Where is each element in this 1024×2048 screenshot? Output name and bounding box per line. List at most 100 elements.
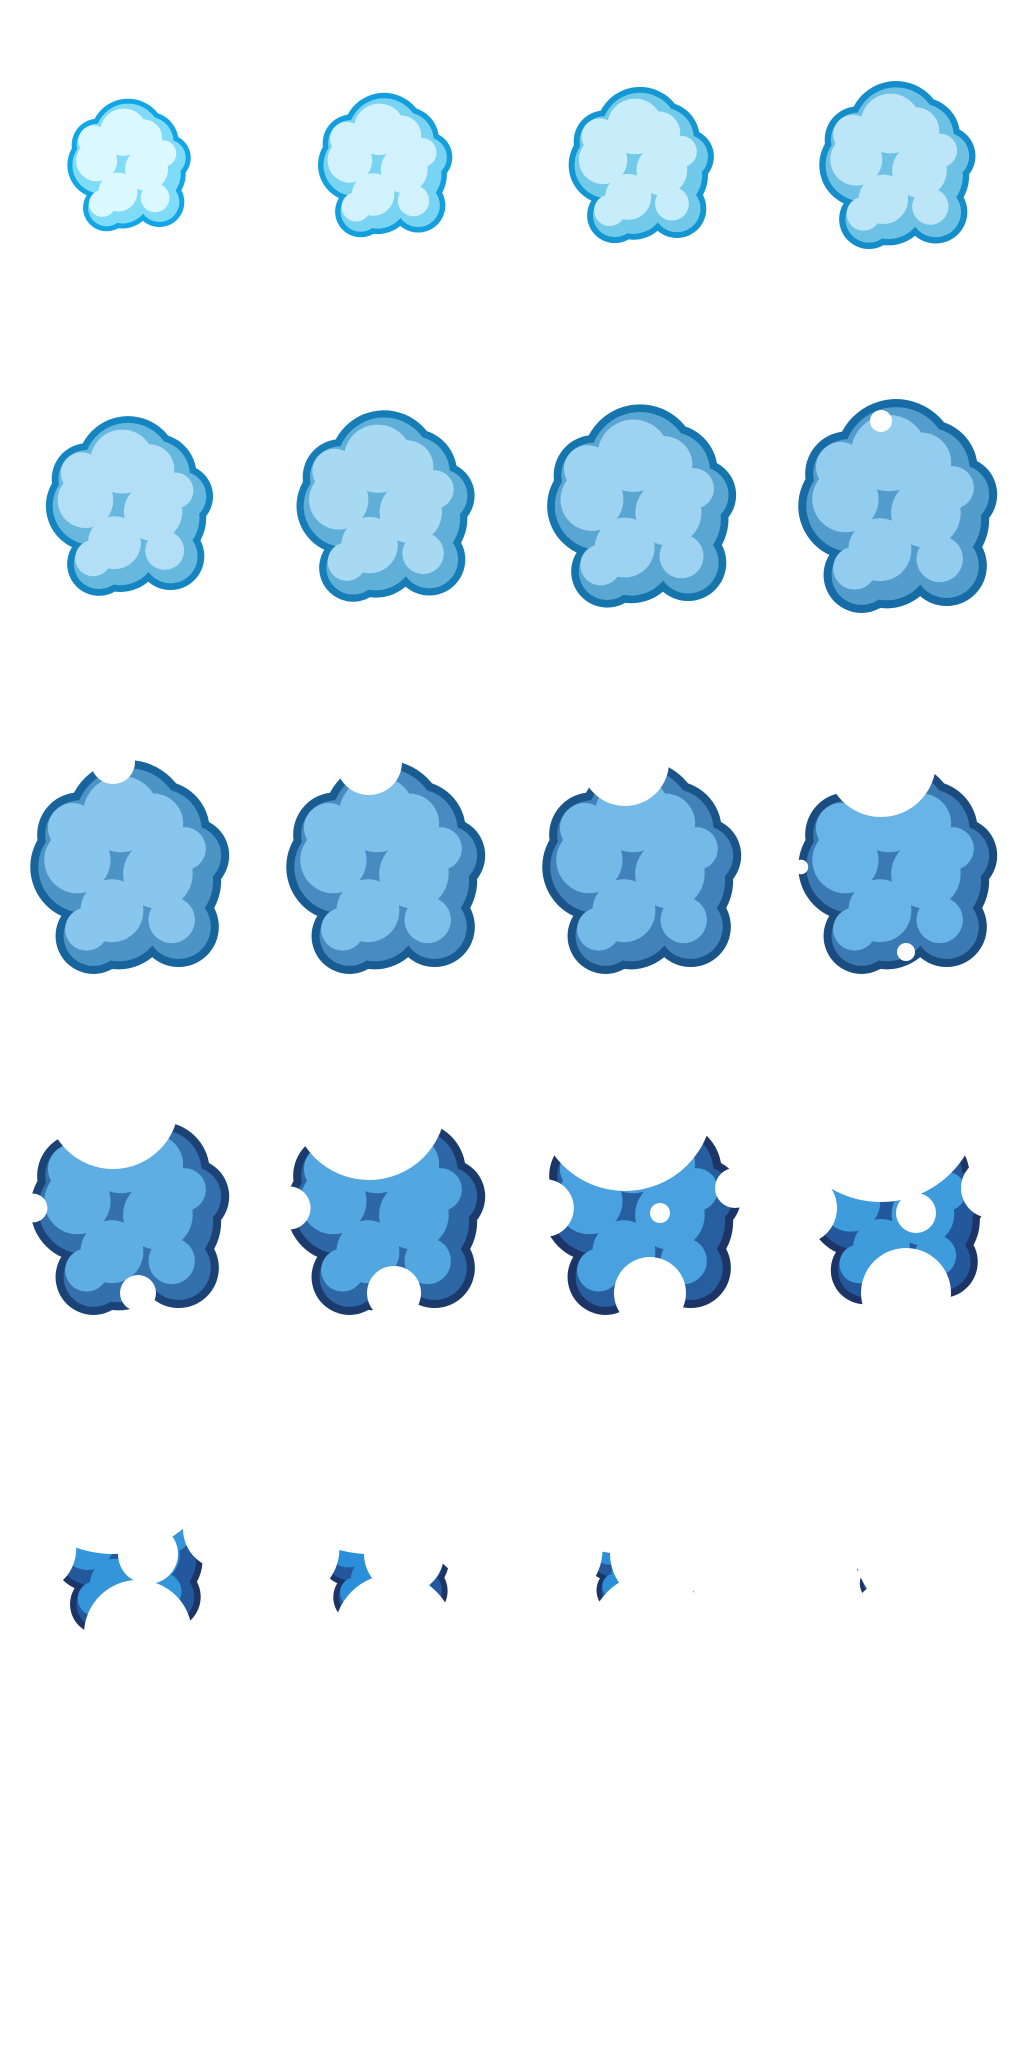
smoke-hole — [793, 859, 809, 875]
smoke-highlight — [563, 445, 612, 493]
smoke-highlight — [674, 827, 718, 871]
smoke-frame — [286, 729, 486, 974]
smoke-frame — [267, 1026, 486, 1320]
smoke-highlight — [404, 1237, 451, 1285]
smoke-highlight — [402, 532, 444, 575]
smoke-frame — [296, 410, 475, 602]
smoke-highlight — [577, 907, 621, 951]
smoke-hole — [715, 1168, 755, 1208]
smoke-hole — [581, 718, 669, 806]
smoke-hole — [91, 740, 135, 784]
smoke-highlight — [815, 442, 866, 492]
smoke-hole — [665, 1800, 805, 1940]
smoke-hole — [650, 1203, 670, 1223]
smoke-frame — [542, 718, 742, 974]
smoke-highlight — [674, 1168, 718, 1212]
smoke-frame — [318, 92, 453, 238]
smoke-hole — [487, 1491, 603, 1607]
smoke-hole — [259, 1334, 479, 1554]
smoke-highlight — [397, 185, 430, 217]
smoke-highlight — [930, 466, 974, 510]
smoke-highlight — [407, 138, 437, 168]
smoke-highlight — [916, 535, 963, 583]
smoke-frame — [798, 399, 998, 613]
smoke-hole — [367, 1266, 421, 1320]
smoke-highlight — [47, 803, 98, 853]
smoke-highlight — [916, 896, 963, 944]
smoke-hole — [336, 729, 402, 795]
smoke-highlight — [923, 133, 958, 168]
smoke-hole — [485, 1830, 605, 1950]
smoke-highlight — [321, 1248, 365, 1292]
smoke-hole — [118, 1524, 178, 1584]
smoke-hole — [861, 1248, 951, 1338]
smoke-highlight — [415, 470, 454, 509]
smoke-frame — [516, 1015, 755, 1329]
smoke-highlight — [912, 188, 949, 225]
smoke-highlight — [833, 114, 873, 154]
smoke-hole — [896, 1193, 936, 1233]
smoke-highlight — [418, 827, 462, 871]
smoke-frame — [0, 1334, 263, 1688]
smoke-highlight — [833, 907, 877, 951]
smoke-frame — [793, 707, 998, 974]
smoke-highlight — [148, 1237, 195, 1285]
smoke-hole — [782, 1004, 980, 1202]
smoke-frame — [741, 1334, 1024, 1694]
smoke-highlight — [341, 192, 371, 222]
smoke-hole — [267, 1186, 311, 1230]
smoke-highlight — [145, 530, 185, 570]
smoke-hole — [229, 1830, 349, 1950]
smoke-hole — [3, 1334, 223, 1554]
smoke-highlight — [665, 135, 697, 168]
smoke-frame — [45, 416, 214, 596]
smoke-highlight — [930, 827, 974, 871]
smoke-hole — [18, 1193, 48, 1223]
smoke-highlight — [321, 907, 365, 951]
smoke-highlight — [833, 546, 877, 590]
smoke-highlight — [660, 896, 707, 944]
smoke-frame — [547, 404, 737, 608]
smoke-highlight — [140, 183, 170, 213]
smoke-frame — [819, 81, 976, 249]
smoke-hole — [870, 410, 892, 432]
smoke-highlight — [157, 472, 194, 509]
smoke-hole — [0, 1830, 93, 1950]
smoke-highlight — [594, 194, 626, 227]
smoke-frame — [229, 1675, 549, 2035]
smoke-hole — [897, 943, 915, 961]
smoke-highlight — [303, 803, 354, 853]
smoke-hole — [334, 1574, 454, 1694]
smoke-hole — [516, 1179, 574, 1237]
smoke-frame — [568, 86, 714, 244]
smoke-frame — [67, 98, 191, 232]
smoke-hole — [590, 1574, 710, 1694]
smoke-hole — [238, 1498, 340, 1600]
smoke-frame — [487, 1334, 795, 1694]
smoke-highlight — [815, 803, 866, 853]
smoke-highlight — [78, 125, 110, 157]
smoke-highlight — [404, 896, 451, 944]
smoke-hole — [741, 1489, 861, 1609]
smoke-hole — [364, 1514, 444, 1594]
smoke-hole — [765, 1172, 837, 1244]
smoke-hole — [0, 1505, 77, 1593]
smoke-highlight — [581, 118, 618, 155]
smoke-hole — [537, 1015, 713, 1191]
smoke-highlight — [673, 468, 714, 509]
smoke-highlight — [580, 544, 622, 586]
smoke-highlight — [329, 121, 364, 156]
smoke-hole — [826, 707, 936, 817]
smoke-highlight — [846, 196, 881, 231]
smoke-frame — [30, 740, 230, 974]
smoke-frame — [485, 1675, 805, 2035]
smoke-frame — [18, 1037, 230, 1315]
smoke-highlight — [418, 1168, 462, 1212]
smoke-highlight — [65, 907, 109, 951]
smoke-highlight — [162, 827, 206, 871]
smoke-hole — [961, 1158, 1021, 1218]
smoke-hole — [921, 1459, 1024, 1599]
smoke-highlight — [148, 896, 195, 944]
